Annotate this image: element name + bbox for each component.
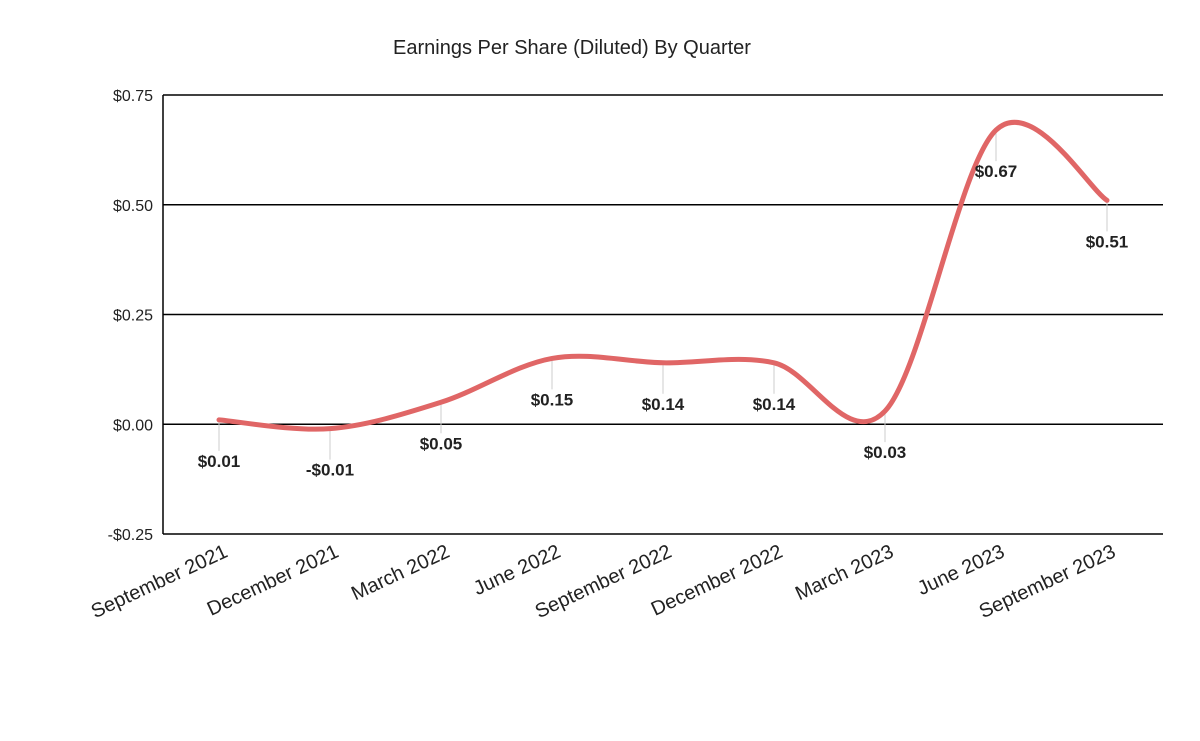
y-tick-label: $0.00 — [113, 417, 153, 434]
gridlines — [162, 94, 1163, 535]
x-tick-label: June 2022 — [470, 541, 564, 600]
data-labels: $0.01 -$0.01 $0.05 $0.15 $0.14 $0.14 $0.03 $0.6… — [198, 162, 1129, 480]
data-label: $0.01 — [198, 452, 241, 471]
x-tick-label: March 2023 — [792, 541, 897, 606]
y-tick-label: $0.75 — [113, 88, 153, 105]
data-label: $0.51 — [1086, 232, 1129, 251]
data-label: $0.14 — [642, 395, 685, 414]
y-axis-tick-labels: -$0.25 $0.00 $0.25 $0.50 $0.75 — [108, 88, 153, 544]
x-tick-label: March 2022 — [348, 541, 453, 606]
eps-series-line — [216, 119, 1110, 432]
y-tick-label: $0.25 — [113, 308, 153, 325]
y-tick-label: -$0.25 — [108, 527, 153, 544]
data-label: $0.15 — [531, 390, 574, 409]
data-label: $0.14 — [753, 395, 796, 414]
data-label: $0.05 — [420, 434, 463, 453]
x-tick-label: June 2023 — [914, 541, 1008, 600]
data-label-leaders — [218, 130, 1108, 460]
chart-title: Earnings Per Share (Diluted) By Quarter — [393, 37, 751, 59]
y-tick-label: $0.50 — [113, 198, 153, 215]
data-label: $0.03 — [864, 443, 907, 462]
data-label: -$0.01 — [306, 461, 354, 480]
data-label: $0.67 — [975, 162, 1018, 181]
